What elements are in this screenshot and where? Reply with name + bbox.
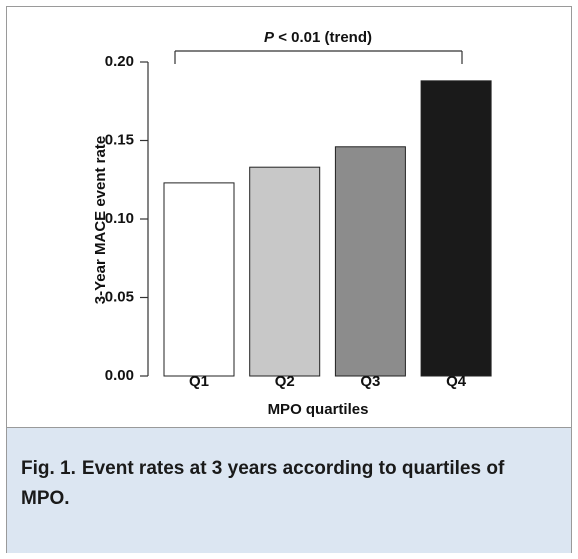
y-tick-label: 0.10 xyxy=(105,210,134,227)
bar xyxy=(334,146,406,377)
annotation-text: < 0.01 (trend) xyxy=(274,29,372,46)
x-tick-label: Q1 xyxy=(189,373,209,390)
y-tick-label: 0.00 xyxy=(105,367,134,384)
x-tick-label: Q2 xyxy=(275,373,295,390)
bar xyxy=(163,182,235,377)
y-tick-label: 0.15 xyxy=(105,131,134,148)
annotation: P < 0.01 (trend) xyxy=(264,29,372,46)
y-axis-title: 3-Year MACE event rate xyxy=(92,136,109,304)
bar xyxy=(420,80,492,377)
caption-label: Fig. 1. xyxy=(21,458,76,479)
caption-text: Event rates at 3 years according to quar… xyxy=(21,458,505,509)
bar xyxy=(249,166,321,377)
annotation-p: P xyxy=(264,29,275,46)
chart: P < 0.01 (trend) 3-Year MACE event rate … xyxy=(92,29,492,418)
y-tick-label: 0.20 xyxy=(105,53,134,70)
caption-box: Fig. 1. Event rates at 3 years according … xyxy=(7,427,571,553)
x-tick-label: Q3 xyxy=(360,373,380,390)
y-tick-label: 0.05 xyxy=(105,288,134,305)
x-tick-label: Q4 xyxy=(446,373,467,390)
x-axis-title: MPO quartiles xyxy=(268,401,369,418)
caption: Fig. 1. Event rates at 3 years according … xyxy=(7,428,571,514)
